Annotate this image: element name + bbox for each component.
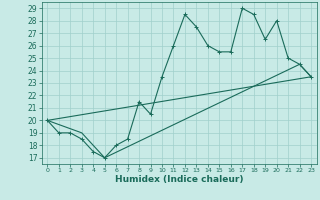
X-axis label: Humidex (Indice chaleur): Humidex (Indice chaleur): [115, 175, 244, 184]
